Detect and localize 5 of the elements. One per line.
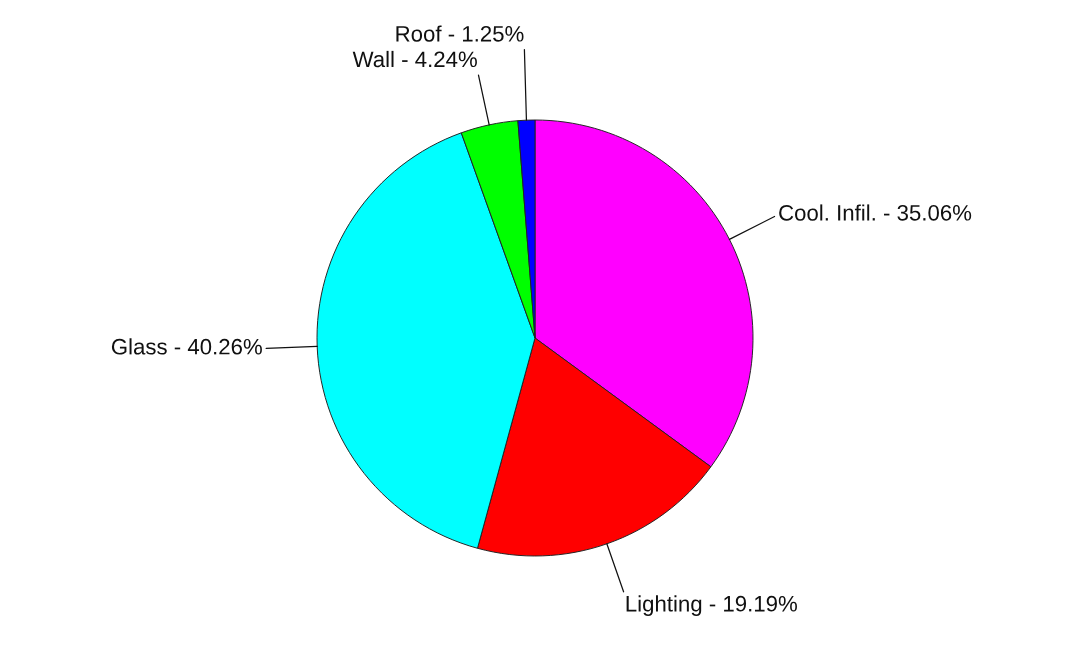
slice-label: Cool. Infil. - 35.06% (779, 204, 972, 221)
slice-label: Wall - 4.24% (352, 50, 477, 68)
slice-label: Lighting - 19.19% (626, 595, 797, 616)
slice-label: Glass - 40.26% (111, 338, 262, 355)
slice-label: Roof - 1.25% (396, 25, 524, 42)
